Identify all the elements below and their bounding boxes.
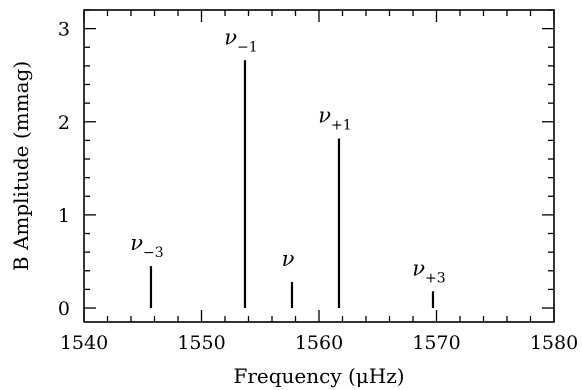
x-tick-label: 1550: [177, 332, 225, 354]
y-tick-label: 0: [58, 298, 70, 320]
peak-label: ν+3: [412, 256, 445, 286]
x-tick-label: 1540: [60, 332, 108, 354]
plot-frame: [83, 9, 555, 323]
x-tick-label: 1580: [530, 332, 578, 354]
x-tick-label: 1560: [295, 332, 343, 354]
tick-labels: 1540 1550 1560 1570 1580 0 1 2 3: [58, 19, 578, 354]
y-tick-label: 2: [58, 112, 70, 134]
peak-label: ν−3: [130, 231, 163, 261]
x-tick-label: 1570: [412, 332, 460, 354]
plot-border: [83, 9, 555, 323]
peak-label: ν−1: [224, 25, 257, 55]
y-tick-label: 1: [58, 205, 70, 227]
y-tick-label: 3: [58, 19, 70, 41]
peaks: [149, 60, 435, 309]
peak-label: ν: [282, 247, 295, 271]
peak-labels: ν−3 ν−1 ν ν+1 ν+3: [130, 25, 445, 286]
peak-label: ν+1: [318, 104, 351, 134]
x-axis-title: Frequency (μHz): [233, 364, 404, 388]
y-axis-title: B Amplitude (mmag): [9, 61, 33, 271]
axis-ticks: [83, 9, 555, 322]
